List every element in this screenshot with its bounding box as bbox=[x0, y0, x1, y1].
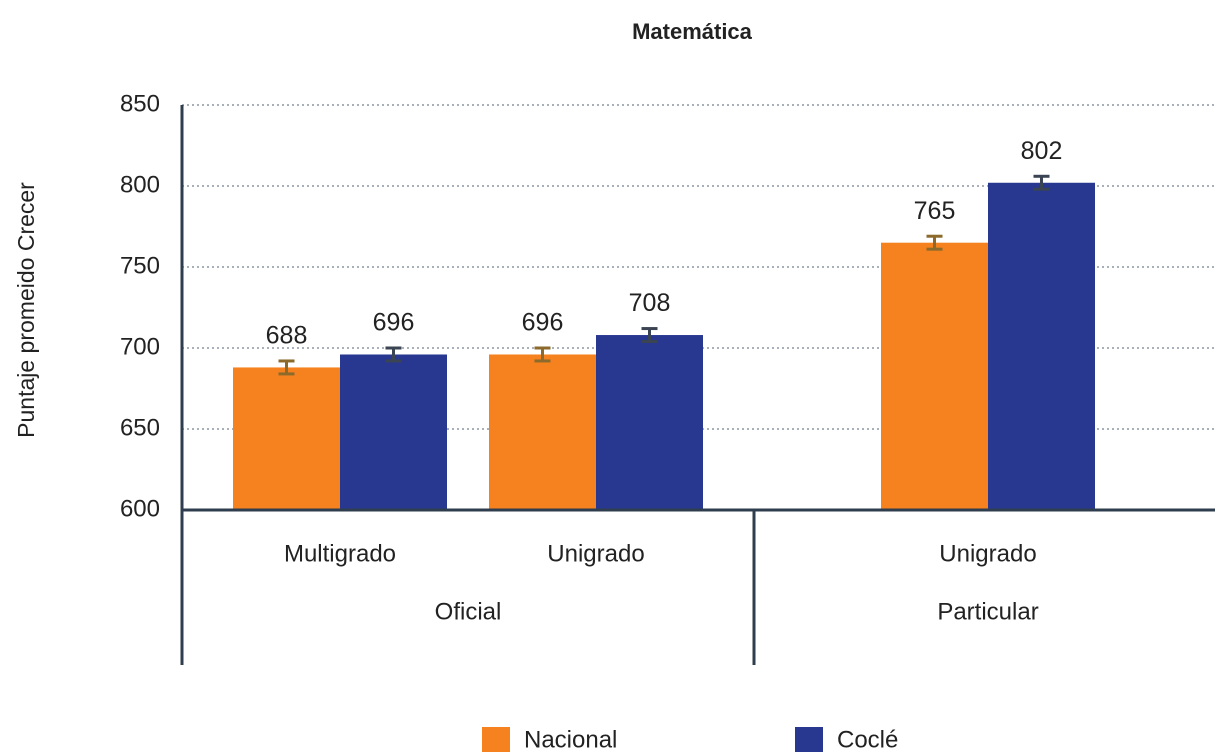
value-label: 696 bbox=[522, 309, 564, 337]
legend-swatch bbox=[482, 727, 510, 752]
y-tick-label: 650 bbox=[120, 414, 160, 441]
value-label: 688 bbox=[266, 322, 308, 350]
group-label: Oficial bbox=[435, 598, 502, 625]
value-label: 765 bbox=[914, 197, 956, 225]
legend-label: Coclé bbox=[837, 726, 898, 752]
bar bbox=[881, 242, 988, 510]
y-tick-label: 600 bbox=[120, 495, 160, 522]
group-label: Particular bbox=[937, 598, 1038, 625]
bar bbox=[596, 335, 703, 510]
bar bbox=[988, 182, 1095, 510]
y-tick-label: 850 bbox=[120, 90, 160, 117]
x-tick-label: Unigrado bbox=[547, 540, 644, 567]
y-tick-label: 800 bbox=[120, 171, 160, 198]
legend-swatch bbox=[795, 727, 823, 752]
value-label: 696 bbox=[373, 309, 415, 337]
chart-title: Matemática bbox=[632, 19, 753, 44]
y-axis-label: Puntaje promeido Crecer bbox=[13, 182, 39, 438]
value-label: 708 bbox=[629, 289, 671, 317]
legend-label: Nacional bbox=[524, 726, 617, 752]
x-tick-label: Multigrado bbox=[284, 540, 396, 567]
y-tick-label: 700 bbox=[120, 333, 160, 360]
bar bbox=[233, 367, 340, 510]
bar bbox=[489, 354, 596, 510]
value-label: 802 bbox=[1021, 137, 1063, 165]
bar bbox=[340, 354, 447, 510]
x-tick-label: Unigrado bbox=[939, 540, 1036, 567]
y-tick-label: 750 bbox=[120, 252, 160, 279]
